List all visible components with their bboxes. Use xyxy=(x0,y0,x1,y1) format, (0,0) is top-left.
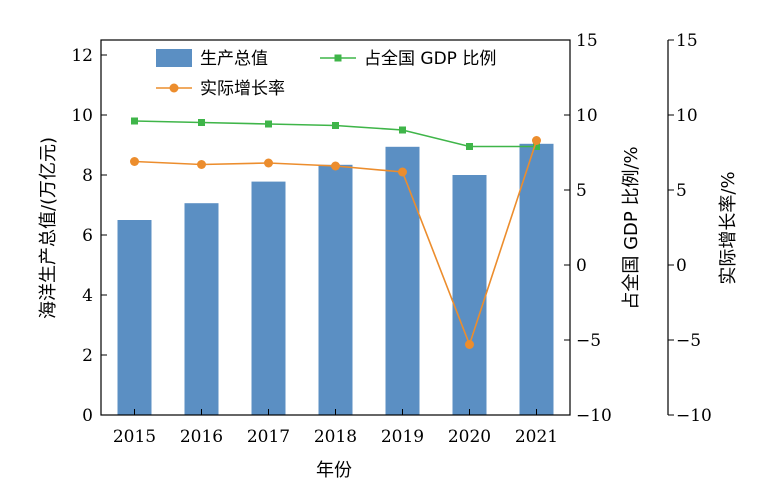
bar-2020 xyxy=(452,175,487,415)
point-right2-2021 xyxy=(532,136,541,145)
x-axis-tick-label: 2019 xyxy=(381,427,424,447)
right2-axis-tick-label: 5 xyxy=(676,181,687,201)
point-right1-2019 xyxy=(399,126,406,134)
x-axis-tick-label: 2016 xyxy=(180,427,223,447)
right1-axis-tick-label: 10 xyxy=(576,106,598,126)
lines xyxy=(130,117,541,349)
point-right2-2016 xyxy=(197,160,206,169)
right2-axis-tick-label: 15 xyxy=(676,31,698,51)
point-right1-2017 xyxy=(265,120,272,128)
left-axis-tick-label: 6 xyxy=(82,226,93,246)
right2-axis-tick-label: 0 xyxy=(676,256,687,276)
left-axis-tick-label: 8 xyxy=(82,166,93,186)
left-axis-tick-label: 10 xyxy=(71,106,93,126)
point-right2-2015 xyxy=(130,157,139,166)
legend-swatch-bar xyxy=(156,49,192,67)
legend-swatch-marker2 xyxy=(169,83,179,93)
left-axis-tick-label: 2 xyxy=(82,346,93,366)
legend-swatch-marker1 xyxy=(334,54,342,62)
bar-2018 xyxy=(318,164,353,415)
bars xyxy=(117,143,554,416)
right1-axis-tick-label: −5 xyxy=(576,331,601,351)
left-axis-tick-label: 0 xyxy=(82,406,93,426)
legend-label-line2: 实际增长率 xyxy=(200,79,285,99)
point-right1-2016 xyxy=(198,119,205,126)
x-axis-tick-label: 2018 xyxy=(314,427,357,447)
bar-2019 xyxy=(385,146,420,416)
x-axis-title: 年份 xyxy=(316,460,352,481)
legend-label-bar: 生产总值 xyxy=(200,49,268,69)
point-right2-2018 xyxy=(331,161,340,171)
bar-2015 xyxy=(117,220,152,415)
point-right1-2020 xyxy=(466,143,473,150)
point-right2-2020 xyxy=(465,340,474,349)
left-axis-title: 海洋生产总值/(万亿元) xyxy=(38,137,59,319)
right2-axis-tick-label: 10 xyxy=(676,106,698,126)
bar-2017 xyxy=(251,181,286,415)
axes: 0 2 4 6 8 10 12 −10 −5 0 5 10 15 −10 −5 0 5 10 15 2015 2016 2… xyxy=(71,31,712,447)
right1-axis-tick-label: 15 xyxy=(576,31,598,51)
right2-axis-title: 实际增长率/% xyxy=(718,171,739,284)
bar-2021 xyxy=(519,143,554,416)
bar-2016 xyxy=(184,203,219,415)
x-axis-tick-label: 2020 xyxy=(448,427,491,447)
right1-axis-title: 占全国 GDP 比例/% xyxy=(621,146,642,309)
legend-label-line1: 占全国 GDP 比例 xyxy=(364,49,496,69)
x-axis-tick-label: 2015 xyxy=(113,427,156,447)
point-right1-2018 xyxy=(332,122,339,129)
right1-axis-tick-label: 0 xyxy=(576,256,587,276)
point-right1-2021 xyxy=(533,143,540,150)
right1-axis-tick-label: −10 xyxy=(576,406,612,426)
right2-axis-tick-label: −10 xyxy=(676,406,712,426)
point-right2-2017 xyxy=(264,158,273,168)
left-axis-tick-label: 4 xyxy=(82,286,93,306)
point-right1-2015 xyxy=(131,117,138,125)
left-axis-tick-label: 12 xyxy=(71,46,93,66)
point-right2-2019 xyxy=(398,167,407,177)
right2-axis-tick-label: −5 xyxy=(676,331,701,351)
right1-axis-tick-label: 5 xyxy=(576,181,587,201)
x-axis-tick-label: 2017 xyxy=(247,427,290,447)
x-axis-tick-label: 2021 xyxy=(515,427,558,447)
